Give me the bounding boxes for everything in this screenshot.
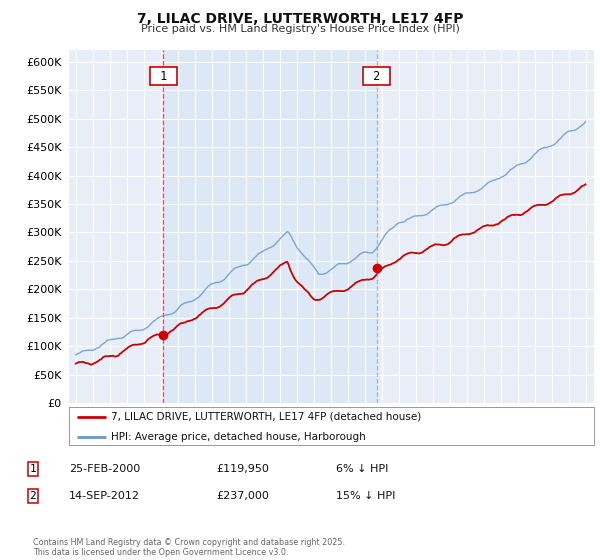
Bar: [163, 50, 377, 403]
Text: 1: 1: [29, 464, 37, 474]
Text: 25-FEB-2000: 25-FEB-2000: [69, 464, 140, 474]
Text: £237,000: £237,000: [216, 491, 269, 501]
Text: 2: 2: [366, 69, 388, 82]
Text: 1: 1: [152, 69, 174, 82]
Text: HPI: Average price, detached house, Harborough: HPI: Average price, detached house, Harb…: [111, 432, 366, 442]
Text: 7, LILAC DRIVE, LUTTERWORTH, LE17 4FP (detached house): 7, LILAC DRIVE, LUTTERWORTH, LE17 4FP (d…: [111, 412, 421, 422]
Text: 15% ↓ HPI: 15% ↓ HPI: [336, 491, 395, 501]
Text: Contains HM Land Registry data © Crown copyright and database right 2025.
This d: Contains HM Land Registry data © Crown c…: [33, 538, 345, 557]
Text: £119,950: £119,950: [216, 464, 269, 474]
Text: 6% ↓ HPI: 6% ↓ HPI: [336, 464, 388, 474]
Text: 2: 2: [29, 491, 37, 501]
Text: Price paid vs. HM Land Registry's House Price Index (HPI): Price paid vs. HM Land Registry's House …: [140, 24, 460, 34]
Text: 14-SEP-2012: 14-SEP-2012: [69, 491, 140, 501]
Text: 7, LILAC DRIVE, LUTTERWORTH, LE17 4FP: 7, LILAC DRIVE, LUTTERWORTH, LE17 4FP: [137, 12, 463, 26]
